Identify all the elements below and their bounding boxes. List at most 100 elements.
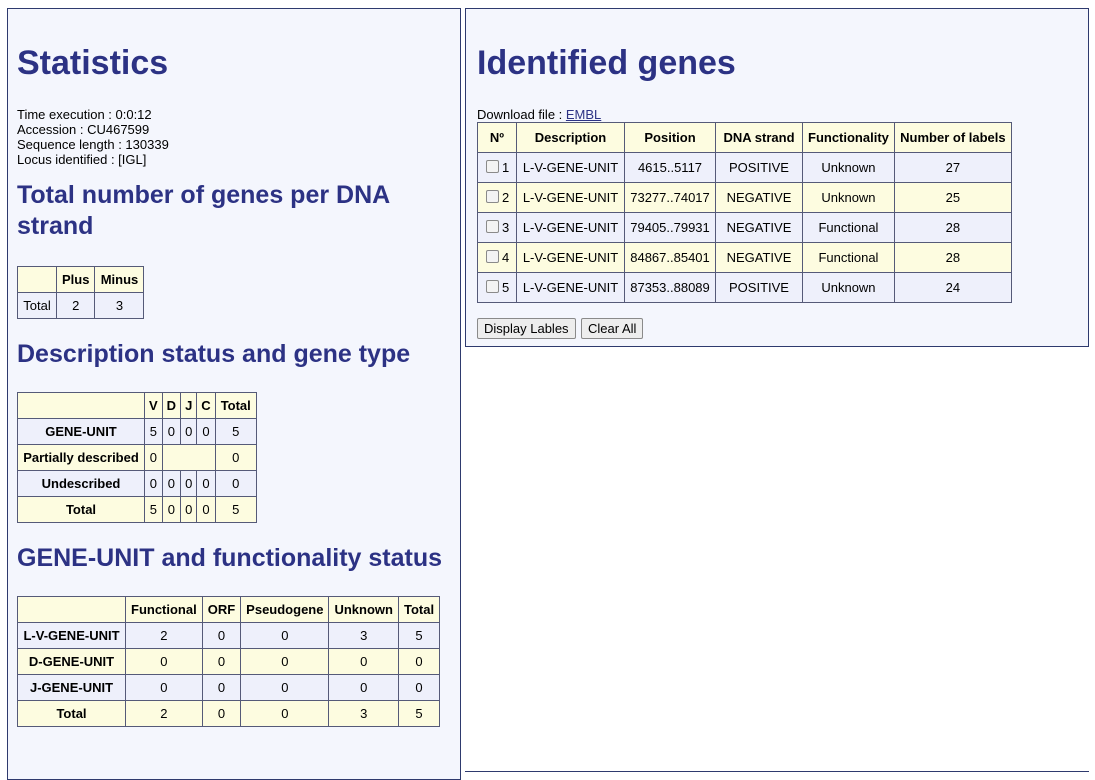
- table-cell: 0: [240, 648, 330, 675]
- table-cell: 5: [397, 622, 441, 649]
- table-cell: 0: [196, 470, 216, 497]
- clear-all-button[interactable]: Clear All: [581, 318, 644, 339]
- table-cell: 5: [144, 496, 163, 523]
- table-cell: 0: [125, 674, 203, 701]
- table-cell: 27: [893, 152, 1012, 183]
- gene-actions: Display Lables Clear All: [477, 318, 1077, 339]
- table-cell: 84867..85401: [624, 242, 716, 273]
- row-checkbox[interactable]: [486, 160, 499, 173]
- row-number: 2: [502, 190, 510, 205]
- row-select: 2: [477, 182, 517, 213]
- table-cell: 3: [328, 622, 399, 649]
- time-execution: Time execution : 0:0:12: [17, 107, 152, 122]
- table-header: C: [196, 392, 216, 419]
- table-header: J: [180, 392, 198, 419]
- table-cell: 0: [161, 470, 182, 497]
- table-row-header: Total: [17, 700, 126, 727]
- table-cell: 2: [55, 292, 96, 319]
- table-cell: NEGATIVE: [715, 242, 803, 273]
- table-cell: 0: [180, 470, 198, 497]
- table-cell: 0: [144, 470, 163, 497]
- table-cell: 5: [214, 496, 257, 523]
- table-cell: POSITIVE: [715, 152, 803, 183]
- table-row: GENE-UNIT 5 0 0 0 5: [17, 418, 257, 445]
- row-checkbox[interactable]: [486, 250, 499, 263]
- table-header: Total: [214, 392, 257, 419]
- table-cell: 0: [214, 444, 257, 471]
- embl-download-link[interactable]: EMBL: [565, 107, 602, 122]
- table-row: Total 2 3: [17, 292, 145, 319]
- row-select: 1: [477, 152, 517, 183]
- table-cell: 3: [328, 700, 399, 727]
- table-cell: Unknown: [802, 272, 895, 303]
- table-cell: L-V-GENE-UNIT: [516, 242, 625, 273]
- table-cell: Unknown: [802, 152, 895, 183]
- row-number: 3: [502, 220, 510, 235]
- row-checkbox[interactable]: [486, 190, 499, 203]
- table-row-header: Total: [17, 496, 145, 523]
- row-checkbox[interactable]: [486, 280, 499, 293]
- table-row: 2 L-V-GENE-UNIT 73277..74017 NEGATIVE Un…: [477, 182, 1012, 213]
- row-number: 5: [502, 280, 510, 295]
- table-cell: 5: [397, 700, 441, 727]
- accession: Accession : CU467599: [17, 122, 150, 137]
- table-cell: 0: [180, 496, 198, 523]
- functionality-table: Functional ORF Pseudogene Unknown Total …: [17, 596, 441, 727]
- display-labels-button[interactable]: Display Lables: [477, 318, 576, 339]
- table-row: 5 L-V-GENE-UNIT 87353..88089 POSITIVE Un…: [477, 272, 1012, 303]
- table-cell: 0: [201, 674, 242, 701]
- identified-genes-title: Identified genes: [477, 44, 736, 82]
- table-row-header: Partially described: [17, 444, 145, 471]
- table-row-header: Undescribed: [17, 470, 145, 497]
- table-row: Total 5 0 0 0 5: [17, 496, 257, 523]
- table-row-header: GENE-UNIT: [17, 418, 145, 445]
- run-info: Time execution : 0:0:12 Accession : CU46…: [17, 107, 451, 167]
- statistics-title: Statistics: [17, 44, 169, 82]
- table-cell: 0: [397, 648, 441, 675]
- table-cell: 0: [161, 496, 182, 523]
- statistics-panel: Statistics Time execution : 0:0:12 Acces…: [7, 8, 461, 780]
- table-cell: 0: [240, 674, 330, 701]
- table-header: Plus: [55, 266, 96, 293]
- download-line: Download file : EMBL: [477, 107, 1077, 122]
- table-cell: 0: [328, 674, 399, 701]
- row-number: 1: [502, 160, 510, 175]
- table-cell: Total: [17, 292, 57, 319]
- table-cell: 2: [125, 622, 203, 649]
- table-cell: L-V-GENE-UNIT: [516, 182, 625, 213]
- table-cell: 4615..5117: [624, 152, 716, 183]
- table-row: L-V-GENE-UNIT 2 0 0 3 5: [17, 622, 441, 649]
- table-header: Unknown: [328, 596, 399, 623]
- table-cell: 0: [240, 622, 330, 649]
- table-cell: 5: [144, 418, 163, 445]
- table-header: Functionality: [802, 122, 895, 153]
- table-row: 4 L-V-GENE-UNIT 84867..85401 NEGATIVE Fu…: [477, 242, 1012, 273]
- table-header: Minus: [94, 266, 145, 293]
- strand-table: Plus Minus Total 2 3: [17, 266, 145, 319]
- table-cell: L-V-GENE-UNIT: [516, 272, 625, 303]
- table-header: [17, 392, 145, 419]
- table-row: J-GENE-UNIT 0 0 0 0 0: [17, 674, 441, 701]
- table-cell: POSITIVE: [715, 272, 803, 303]
- table-cell: 0: [144, 444, 163, 471]
- table-cell: 0: [328, 648, 399, 675]
- table-header: D: [161, 392, 182, 419]
- table-cell: 28: [893, 212, 1012, 243]
- table-header: Pseudogene: [240, 596, 330, 623]
- table-cell: 87353..88089: [624, 272, 716, 303]
- table-cell: Unknown: [802, 182, 895, 213]
- table-cell: L-V-GENE-UNIT: [516, 152, 625, 183]
- desc-section-title: Description status and gene type: [17, 340, 411, 368]
- table-cell: 0: [397, 674, 441, 701]
- row-select: 4: [477, 242, 517, 273]
- table-row: 1 L-V-GENE-UNIT 4615..5117 POSITIVE Unkn…: [477, 152, 1012, 183]
- table-header: Nº: [477, 122, 517, 153]
- table-cell: 0: [201, 700, 242, 727]
- table-cell: 25: [893, 182, 1012, 213]
- sequence-length: Sequence length : 130339: [17, 137, 169, 152]
- table-header: Number of labels: [893, 122, 1012, 153]
- table-row: Total 2 0 0 3 5: [17, 700, 441, 727]
- description-table: V D J C Total GENE-UNIT 5 0 0 0 5 Partia…: [17, 392, 257, 523]
- table-cell-empty: [161, 444, 216, 471]
- row-checkbox[interactable]: [486, 220, 499, 233]
